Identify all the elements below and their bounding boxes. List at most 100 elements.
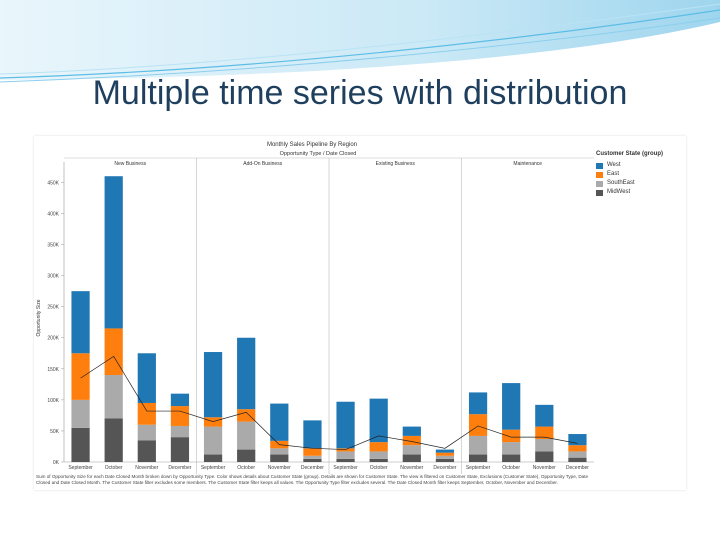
x-tick-label: December <box>168 465 191 471</box>
chart-subtitle: Opportunity Type / Date Closed <box>280 151 357 157</box>
bar-segment-midwest <box>369 458 388 462</box>
bar-segment-southeast <box>568 451 587 458</box>
x-tick-label: September <box>201 465 226 471</box>
x-tick-label: September <box>333 465 358 471</box>
legend-swatch <box>596 171 603 178</box>
bar-segment-midwest <box>535 451 554 462</box>
bar-segment-east <box>435 452 455 456</box>
bar-segment-east <box>104 328 123 376</box>
legend-item: MidWest <box>596 188 663 197</box>
bar-segment-midwest <box>137 440 156 462</box>
y-axis-label: Opportunity Size <box>36 299 42 336</box>
bar-segment-west <box>137 353 156 403</box>
bar-segment-midwest <box>502 454 521 462</box>
bar-segment-southeast <box>502 442 521 455</box>
bar-segment-southeast <box>237 421 256 450</box>
bar-segment-east <box>303 448 322 456</box>
x-tick-label: September <box>466 465 491 471</box>
bar-segment-east <box>369 442 388 452</box>
legend-title: Customer State (group) <box>596 151 664 157</box>
bar-segment-east <box>170 406 190 426</box>
legend: Customer State (group) West East SouthEast… <box>596 150 663 197</box>
bar-segment-west <box>104 176 123 329</box>
bar-segment-west <box>535 404 554 427</box>
bar-segment-midwest <box>270 454 289 462</box>
x-tick-label: December <box>433 465 456 471</box>
bar-segment-southeast <box>468 435 488 455</box>
bar-segment-west <box>435 449 455 453</box>
bar-segment-midwest <box>336 458 355 462</box>
x-tick-label: December <box>301 465 324 471</box>
x-tick-label: October <box>105 465 123 471</box>
bar-segment-southeast <box>170 425 190 438</box>
bar-segment-east <box>468 414 488 436</box>
legend-item: East <box>596 170 663 179</box>
y-tick-label: 350K <box>47 243 59 249</box>
bar-segment-west <box>303 420 322 449</box>
bar-segment-midwest <box>170 437 190 462</box>
bar-segment-midwest <box>303 458 322 462</box>
bar-segment-west <box>568 434 587 446</box>
y-tick-label: 300K <box>47 274 59 280</box>
bar-segment-southeast <box>336 451 355 459</box>
x-tick-label: November <box>268 465 291 471</box>
bar-segment-southeast <box>303 455 322 459</box>
x-tick-label: December <box>566 465 589 471</box>
x-tick-label: October <box>502 465 520 471</box>
bar-segment-midwest <box>203 454 223 462</box>
x-tick-label: October <box>237 465 255 471</box>
x-tick-label: October <box>370 465 388 471</box>
trend-line <box>80 355 578 450</box>
x-tick-label: November <box>533 465 556 471</box>
bar-segment-southeast <box>71 399 90 428</box>
x-tick-label: November <box>135 465 158 471</box>
bar-segment-east <box>137 402 156 425</box>
bar-segment-east <box>402 435 421 446</box>
bar-segment-east <box>237 409 256 422</box>
y-tick-label: 450K <box>47 180 59 186</box>
bar-segment-west <box>270 403 289 441</box>
y-tick-label: 100K <box>47 398 59 404</box>
y-tick-label: 400K <box>47 211 59 217</box>
legend-label: East <box>607 171 620 177</box>
legend-swatch <box>596 189 603 196</box>
panel-header: New Business <box>114 161 146 167</box>
bar-segment-east <box>71 353 90 400</box>
bar-segment-west <box>336 401 355 449</box>
bar-segment-southeast <box>535 439 554 452</box>
panel-header: Add-On Business <box>243 161 282 167</box>
bar-segment-west <box>468 392 488 415</box>
bar-segment-east <box>568 445 587 452</box>
bar-segment-midwest <box>568 457 587 462</box>
legend-item: West <box>596 161 663 170</box>
y-tick-label: 200K <box>47 336 59 342</box>
bar-segment-southeast <box>137 424 156 441</box>
bar-segment-west <box>170 393 190 407</box>
y-tick-label: 50K <box>50 429 60 435</box>
legend-swatch <box>596 162 603 169</box>
legend-label: West <box>607 162 621 168</box>
bar-segment-west <box>71 291 90 354</box>
bar-segment-west <box>502 383 521 430</box>
chart-title: Monthly Sales Pipeline By Region <box>267 142 357 148</box>
y-tick-label: 150K <box>47 367 59 373</box>
bar-segment-southeast <box>270 448 289 455</box>
bar-segment-midwest <box>435 458 455 462</box>
bar-segment-west <box>402 426 421 436</box>
y-tick-label: 250K <box>47 305 59 311</box>
chart-caption: Sum of Opportunity Size for each Date Cl… <box>36 474 589 485</box>
bar-segment-southeast <box>104 375 123 419</box>
panel-header: Existing Business <box>376 161 416 167</box>
bar-segment-east <box>535 426 554 440</box>
bar-segment-midwest <box>71 427 90 462</box>
panel-header: Maintenance <box>513 161 542 167</box>
bar-segment-west <box>203 352 223 418</box>
legend-swatch <box>596 180 603 187</box>
bar-segment-midwest <box>402 454 421 462</box>
bar-segment-midwest <box>237 449 256 462</box>
decorative-header-waves <box>0 0 720 83</box>
bar-segment-southeast <box>435 455 455 459</box>
bar-segment-midwest <box>468 454 488 462</box>
bar-segment-east <box>502 429 521 443</box>
x-tick-label: November <box>400 465 423 471</box>
